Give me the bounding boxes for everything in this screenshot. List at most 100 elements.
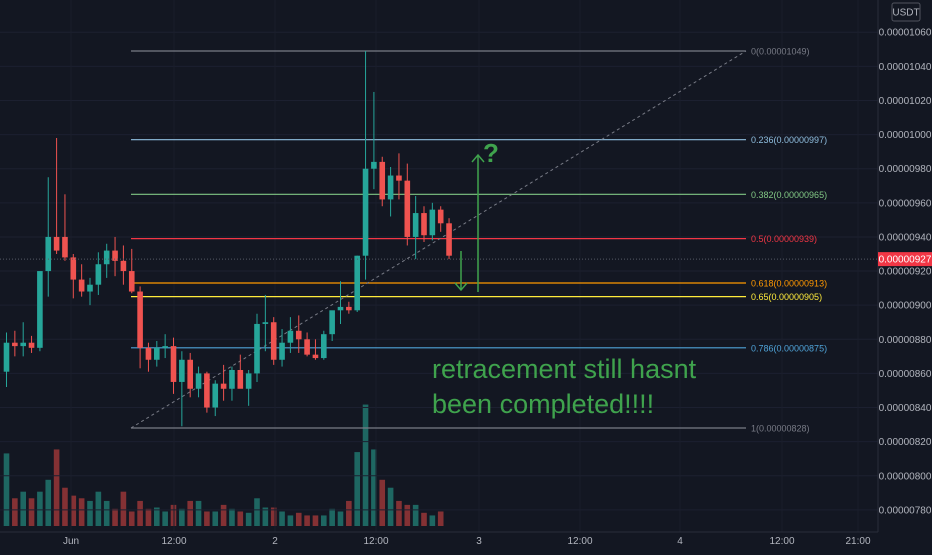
candle-body [346, 306, 352, 311]
fib-level-label: 1(0.00000828) [751, 424, 810, 434]
candle-body [3, 342, 10, 372]
candle-body [321, 334, 327, 359]
volume-bar [245, 512, 252, 526]
candle-body [220, 383, 227, 389]
time-tick-label: Jun [63, 536, 79, 547]
candle-body [396, 175, 402, 181]
volume-bar [37, 491, 43, 526]
time-tick-label: 21:00 [845, 536, 870, 547]
time-tick-label: 12:00 [363, 536, 388, 547]
fib-level-label: 0(0.00001049) [751, 47, 810, 57]
volume-bar [45, 479, 52, 526]
candle-body [95, 264, 102, 285]
candle-body [78, 279, 85, 292]
candle-body [120, 260, 127, 272]
volume-bar [12, 498, 18, 526]
time-tick-label: 2 [272, 536, 278, 547]
volume-bar [28, 498, 35, 526]
candle-body [412, 213, 419, 237]
candle-body [270, 322, 277, 360]
candle-body [304, 339, 310, 355]
volume-bar [262, 507, 269, 526]
volume-bar [362, 404, 369, 526]
volume-bar [237, 511, 244, 526]
candle-body [362, 168, 369, 256]
candle-body [245, 373, 252, 389]
price-tick-label: 0.00000920 [879, 267, 932, 278]
currency-badge-label: USDT [892, 8, 919, 19]
volume-bar [220, 504, 227, 526]
candle-body [287, 330, 294, 343]
candle-body [187, 359, 193, 389]
candle-body [128, 271, 135, 292]
candle-body [212, 383, 219, 408]
volume-bar [312, 515, 319, 526]
candle-body [446, 223, 452, 256]
candle-body [254, 323, 260, 374]
candle-body [437, 209, 444, 224]
price-tick-label: 0.00000960 [879, 198, 932, 209]
volume-bar [270, 507, 277, 526]
down-arrow-head [454, 282, 468, 292]
price-tick-label: 0.00000880 [879, 335, 932, 346]
candle-body [204, 373, 210, 408]
price-axis[interactable]: 0.00001060 0.00001040 0.00001020 0.00001000… [877, 0, 932, 532]
candle-body [371, 161, 377, 169]
candle-body [145, 347, 152, 360]
current-price-badge [878, 252, 932, 267]
price-tick-label: 0.00000900 [879, 301, 932, 312]
volume-bar [371, 449, 377, 526]
candle-body [329, 310, 335, 335]
fib-level-label: 0.5(0.00000939) [751, 234, 817, 244]
fib-retracement[interactable]: 0(0.00001049) 0.236(0.00000997) 0.382(0.00… [130, 47, 827, 434]
price-tick-label: 0.00001040 [879, 62, 932, 73]
volume-layer [3, 404, 444, 526]
time-axis[interactable]: Jun 12:00 2 12:00 3 12:00 4 12:00 21:00 [0, 531, 878, 547]
volume-bar [321, 515, 327, 526]
volume-bar [195, 500, 202, 526]
volume-bar [95, 491, 102, 526]
annotation-line-1: retracement still hasnt [432, 354, 697, 384]
fib-level-label: 0.786(0.00000875) [751, 343, 827, 353]
candle-body [229, 370, 235, 389]
time-tick-label: 12:00 [567, 536, 592, 547]
candle-body [337, 306, 344, 311]
volume-bar [103, 500, 110, 526]
volume-bar [387, 487, 394, 526]
drawing-layer[interactable]: ? retracement still hasnt been completed!!… [0, 138, 878, 419]
volume-bar [254, 498, 260, 526]
volume-bar [162, 511, 168, 526]
volume-bar [70, 495, 77, 526]
candle-body [20, 342, 26, 347]
volume-bar [62, 487, 68, 526]
price-tick-label: 0.00000940 [879, 232, 932, 243]
volume-bar [279, 511, 285, 526]
volume-bar [337, 511, 344, 526]
volume-bar [204, 511, 210, 526]
volume-bar [429, 515, 436, 526]
volume-bar [304, 515, 310, 526]
candle-body [62, 236, 68, 258]
candle-body [170, 346, 177, 382]
candle-body [295, 330, 302, 340]
candle-body [37, 271, 43, 348]
candle-body [179, 359, 185, 382]
candle-body [195, 373, 202, 389]
fib-level-label: 0.236(0.00000997) [751, 135, 827, 145]
annotation-line-2: been completed!!!! [432, 389, 654, 419]
volume-bar [437, 511, 444, 526]
candle-body [103, 250, 110, 265]
price-tick-label: 0.00000780 [879, 505, 932, 516]
candle-body [237, 370, 244, 389]
candle-body [87, 284, 93, 292]
volume-bar [120, 491, 127, 526]
volume-bar [78, 498, 85, 526]
volume-bar [229, 508, 235, 526]
up-arrow-head [471, 153, 485, 163]
fib-level-label: 0.618(0.00000913) [751, 279, 827, 289]
volume-bar [346, 500, 352, 526]
volume-bar [53, 449, 60, 526]
candle-body [429, 209, 436, 236]
